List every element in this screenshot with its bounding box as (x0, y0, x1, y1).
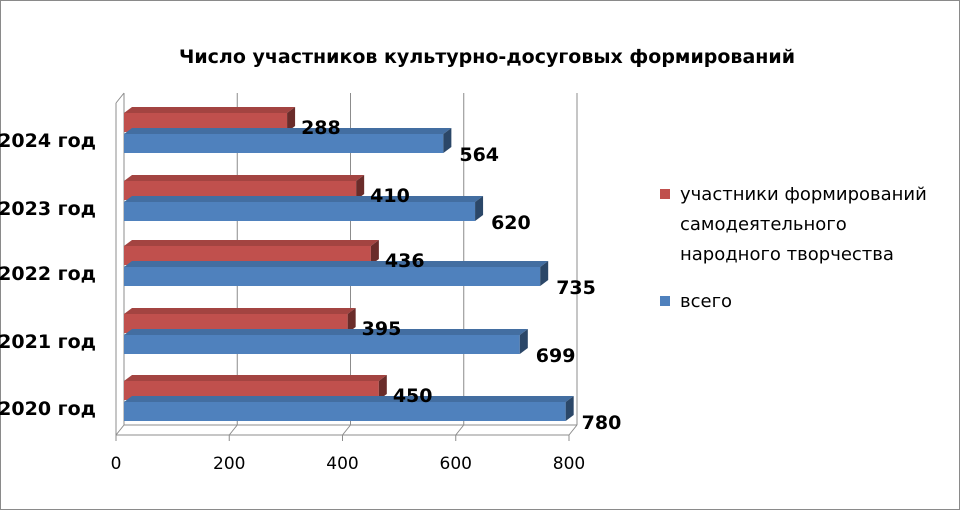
bar-total-face (124, 402, 566, 421)
bar-participants-top (124, 308, 356, 314)
legend-swatch-total (660, 296, 670, 306)
bar-participants (124, 240, 379, 265)
bar-total-side (540, 261, 549, 286)
data-label-participants: 288 (301, 117, 341, 139)
bar-participants-top (124, 175, 365, 181)
x-tick-label: 0 (111, 454, 122, 474)
legend: участники формирований самодеятельного нар… (660, 184, 927, 312)
bar-total-top (124, 329, 528, 335)
bar-total-top (124, 396, 574, 402)
legend-label-total: всего (680, 291, 732, 312)
data-label-participants: 395 (362, 318, 402, 340)
data-label-total: 564 (459, 144, 499, 166)
x-axis: 0 200 400 600 800 (111, 435, 585, 474)
bar-participants-side (370, 240, 379, 265)
bar-participants-side (287, 107, 296, 132)
bar-participants-side (347, 308, 356, 333)
bar-participants (124, 175, 365, 200)
bar-total-side (519, 329, 528, 354)
x-tick-label: 200 (213, 454, 245, 474)
bar-total-top (124, 128, 452, 134)
bar-total-side (475, 196, 484, 221)
category-label: 2023 год (0, 198, 96, 220)
floor-gridline (115, 424, 125, 436)
bar-participants (124, 375, 387, 400)
bar-participants-face (124, 381, 379, 400)
x-tick-label: 600 (440, 454, 472, 474)
bars (124, 107, 574, 421)
legend-swatch-participants (660, 189, 670, 199)
data-label-participants: 410 (370, 185, 410, 207)
category-label: 2024 год (0, 130, 96, 152)
floor-gridline (228, 424, 238, 436)
bar-participants-face (124, 181, 357, 200)
bar-total (124, 261, 549, 286)
bar-participants-top (124, 240, 379, 246)
data-label-total: 735 (556, 277, 596, 299)
value-labels: 288 564 410 620 436 735 395 699 450 780 (301, 117, 621, 434)
bar-total (124, 396, 574, 421)
bar-participants-face (124, 314, 348, 333)
bar-participants (124, 308, 356, 333)
side-wall-top-edge (115, 92, 125, 104)
chart-title: Число участников культурно-досуговых фор… (179, 46, 795, 68)
bar-total-face (124, 267, 541, 286)
x-tick-label: 800 (553, 454, 585, 474)
bar-participants-top (124, 107, 296, 113)
bar-total-side (565, 396, 574, 421)
legend-label-participants: самодеятельного (680, 214, 847, 235)
bar-total-side (443, 128, 452, 153)
category-label: 2020 год (0, 398, 96, 420)
bar-total (124, 196, 484, 221)
bar-total (124, 329, 528, 354)
category-label: 2021 год (0, 331, 96, 353)
bar-participants (124, 107, 296, 132)
bar-total-top (124, 261, 549, 267)
data-label-total: 620 (491, 212, 531, 234)
bar-total-face (124, 202, 476, 221)
legend-label-participants: участники формирований (680, 184, 927, 205)
data-label-total: 699 (536, 345, 576, 367)
data-label-participants: 450 (393, 385, 433, 407)
floor-gridline (455, 424, 465, 436)
bar-total-face (124, 134, 444, 153)
data-label-total: 780 (582, 412, 622, 434)
bar-participants-top (124, 375, 387, 381)
data-label-participants: 436 (385, 250, 425, 272)
category-labels: 2024 год 2023 год 2022 год 2021 год 2020 год (0, 130, 96, 420)
bar-total-top (124, 196, 484, 202)
floor-gridline (568, 424, 578, 436)
bar-participants-face (124, 113, 288, 132)
legend-label-participants: народного творчества (680, 244, 894, 265)
floor-gridline (342, 424, 351, 436)
bar-total (124, 128, 452, 153)
bar-participants-side (378, 375, 387, 400)
bar-participants-side (356, 175, 365, 200)
bar-participants-face (124, 246, 371, 265)
x-tick-label: 400 (326, 454, 358, 474)
bar-total-face (124, 335, 520, 354)
category-label: 2022 год (0, 263, 96, 285)
